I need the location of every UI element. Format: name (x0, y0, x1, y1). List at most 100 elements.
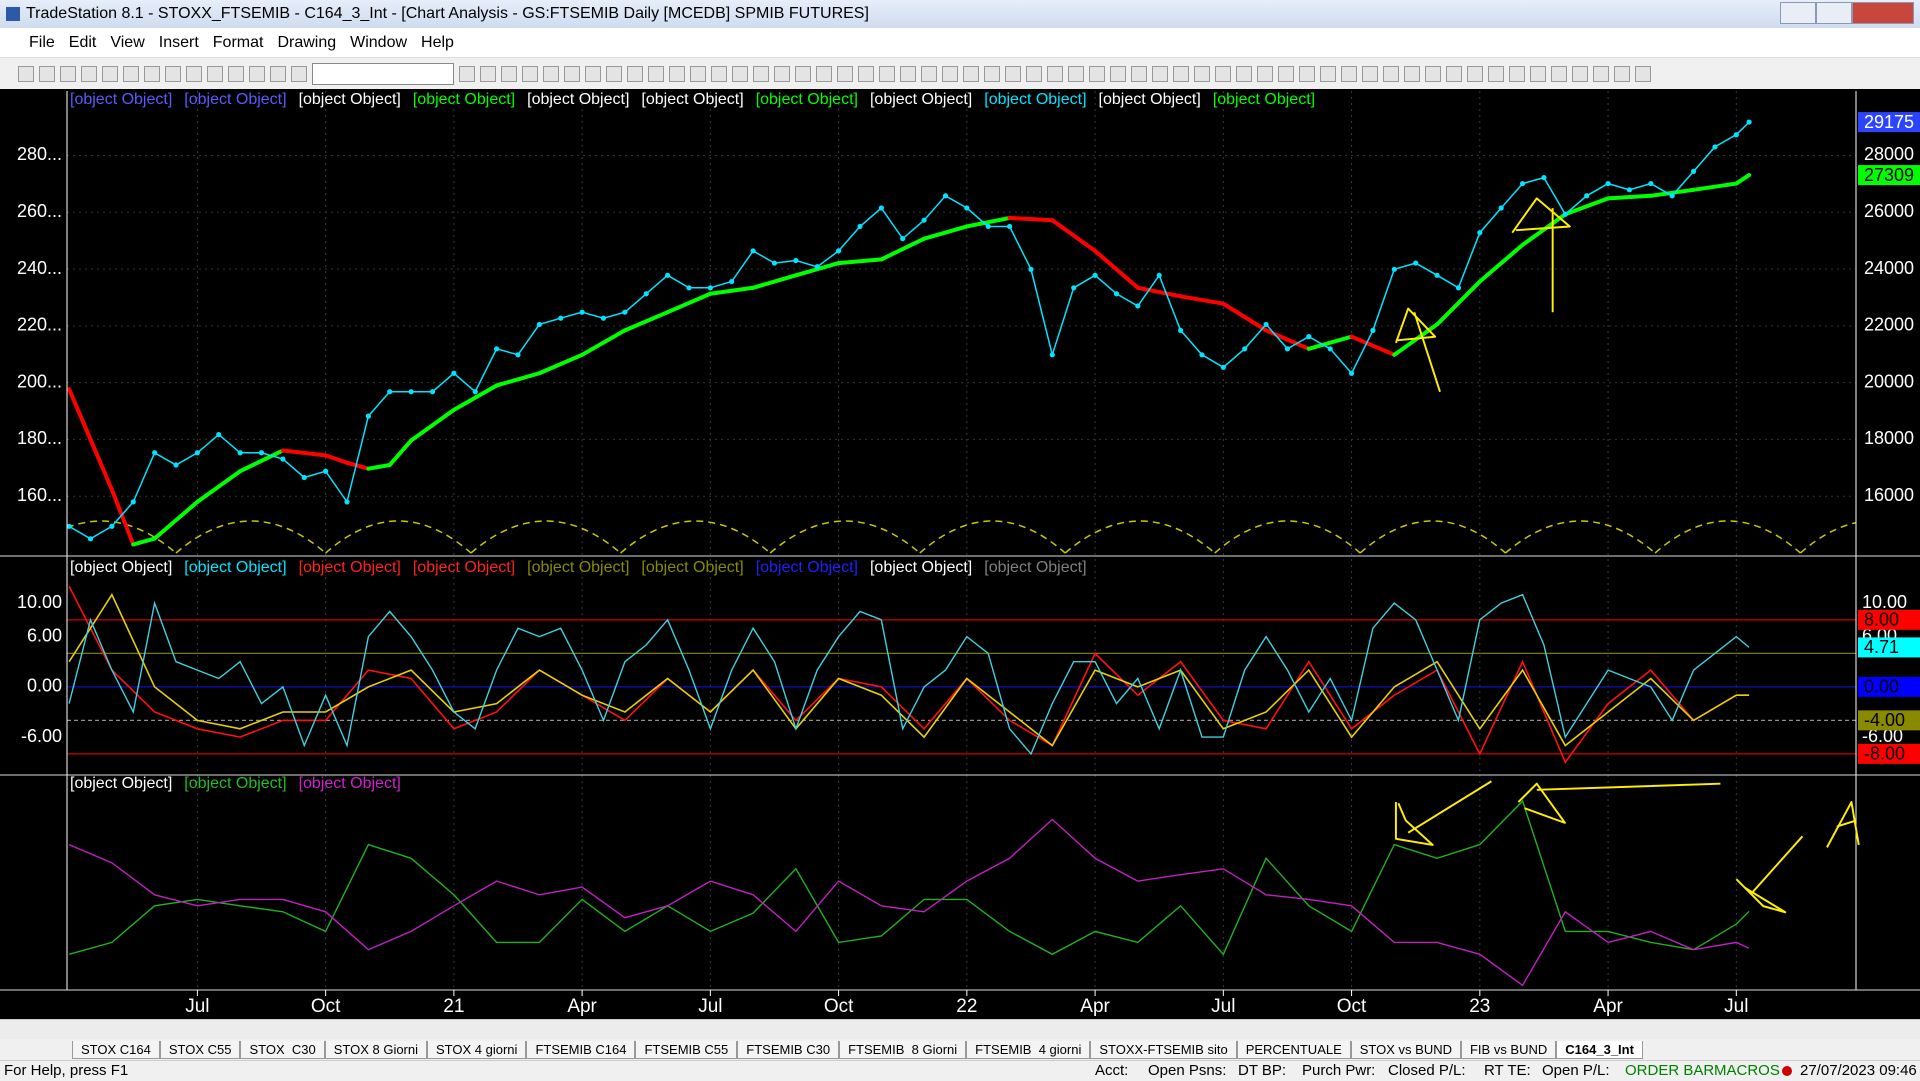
menu-item[interactable]: Format (212, 34, 264, 51)
workspace-tab[interactable]: FIB vs BUND (1460, 1041, 1557, 1059)
menu-item[interactable]: View (110, 34, 145, 51)
toolbar-button[interactable] (1593, 65, 1609, 82)
toolbar-button[interactable] (1047, 65, 1063, 82)
toolbar-button[interactable] (564, 65, 580, 82)
toolbar-button[interactable] (1005, 65, 1021, 82)
workspace-tab[interactable]: C164_3_Int (1556, 1041, 1643, 1059)
toolbar-button[interactable] (249, 65, 265, 82)
workspace-tab[interactable]: STOX C30 (240, 1041, 325, 1059)
price-point (707, 285, 713, 291)
toolbar-button[interactable] (1257, 65, 1273, 82)
toolbar-button[interactable] (627, 65, 643, 82)
toolbar-button[interactable] (1341, 65, 1357, 82)
toolbar-button[interactable] (1194, 65, 1210, 82)
toolbar-button[interactable] (669, 65, 685, 82)
toolbar-button[interactable] (648, 65, 664, 82)
toolbar-button[interactable] (1215, 65, 1231, 82)
toolbar-button[interactable] (942, 65, 958, 82)
workspace-tab[interactable]: STOXX-FTSEMIB sito (1090, 1041, 1237, 1059)
toolbar-button[interactable] (690, 65, 706, 82)
toolbar-button[interactable] (291, 65, 307, 82)
toolbar-button[interactable] (480, 65, 496, 82)
toolbar-button[interactable] (984, 65, 1000, 82)
toolbar-button[interactable] (1131, 65, 1147, 82)
toolbar-button[interactable] (963, 65, 979, 82)
toolbar-button[interactable] (60, 65, 76, 82)
toolbar-button[interactable] (501, 65, 517, 82)
toolbar-button[interactable] (1320, 65, 1336, 82)
horizontal-scrollbar[interactable] (0, 1019, 1920, 1039)
toolbar-button[interactable] (186, 65, 202, 82)
toolbar-button[interactable] (585, 65, 601, 82)
close-button[interactable] (1852, 2, 1914, 24)
toolbar-button[interactable] (1299, 65, 1315, 82)
toolbar-button[interactable] (1404, 65, 1420, 82)
symbol-combo[interactable] (312, 62, 454, 85)
workspace-tab[interactable]: FTSEMIB C55 (635, 1041, 738, 1059)
toolbar-button[interactable] (858, 65, 874, 82)
toolbar-button[interactable] (1110, 65, 1126, 82)
toolbar-button[interactable] (900, 65, 916, 82)
minimize-button[interactable] (1780, 2, 1816, 24)
toolbar-button[interactable] (1530, 65, 1546, 82)
toolbar-button[interactable] (165, 65, 181, 82)
toolbar-button[interactable] (39, 65, 55, 82)
toolbar-button[interactable] (270, 65, 286, 82)
menu-item[interactable]: Drawing (277, 34, 337, 51)
maximize-button[interactable] (1816, 2, 1852, 24)
toolbar-button[interactable] (1068, 65, 1084, 82)
toolbar-button[interactable] (1173, 65, 1189, 82)
toolbar-button[interactable] (879, 65, 895, 82)
toolbar-button[interactable] (1026, 65, 1042, 82)
toolbar-button[interactable] (1488, 65, 1504, 82)
workspace-tab[interactable]: FTSEMIB 4 giorni (966, 1041, 1091, 1059)
toolbar-button[interactable] (18, 65, 34, 82)
menu-item[interactable]: Help (421, 34, 454, 51)
toolbar-button[interactable] (1467, 65, 1483, 82)
toolbar-button[interactable] (522, 65, 538, 82)
toolbar-button[interactable] (207, 65, 223, 82)
toolbar-button[interactable] (837, 65, 853, 82)
toolbar-button[interactable] (1089, 65, 1105, 82)
menu-item[interactable]: File (29, 34, 55, 51)
toolbar-button[interactable] (1383, 65, 1399, 82)
workspace-tab[interactable]: STOX 8 Giorni (324, 1041, 428, 1059)
menu-item[interactable]: Insert (158, 34, 199, 51)
toolbar-button[interactable] (753, 65, 769, 82)
toolbar-button[interactable] (228, 65, 244, 82)
toolbar-button[interactable] (1278, 65, 1294, 82)
toolbar-button[interactable] (816, 65, 832, 82)
workspace-tab[interactable]: STOX C164 (72, 1041, 160, 1059)
workspace-tab[interactable]: FTSEMIB C30 (737, 1041, 840, 1059)
toolbar-button[interactable] (1614, 65, 1630, 82)
toolbar-button[interactable] (1236, 65, 1252, 82)
toolbar-button[interactable] (606, 65, 622, 82)
toolbar-button[interactable] (1446, 65, 1462, 82)
toolbar-button[interactable] (795, 65, 811, 82)
toolbar-button[interactable] (1152, 65, 1168, 82)
toolbar-button[interactable] (1572, 65, 1588, 82)
workspace-tab[interactable]: FTSEMIB 8 Giorni (839, 1041, 967, 1059)
toolbar-button[interactable] (1551, 65, 1567, 82)
workspace-tab[interactable]: STOX 4 giorni (427, 1041, 527, 1059)
toolbar-button[interactable] (102, 65, 118, 82)
toolbar-button[interactable] (732, 65, 748, 82)
workspace-tab[interactable]: FTSEMIB C164 (526, 1041, 636, 1059)
toolbar-button[interactable] (81, 65, 97, 82)
toolbar-button[interactable] (1362, 65, 1378, 82)
menu-item[interactable]: Window (350, 34, 408, 51)
toolbar-button[interactable] (543, 65, 559, 82)
workspace-tab[interactable]: STOX vs BUND (1350, 1041, 1461, 1059)
toolbar-button[interactable] (1425, 65, 1441, 82)
toolbar-button[interactable] (1509, 65, 1525, 82)
toolbar-button[interactable] (123, 65, 139, 82)
toolbar-button[interactable] (921, 65, 937, 82)
toolbar-button[interactable] (1635, 65, 1651, 82)
workspace-tab[interactable]: STOX C55 (159, 1041, 241, 1059)
menu-item[interactable]: Edit (68, 34, 97, 51)
toolbar-button[interactable] (774, 65, 790, 82)
workspace-tab[interactable]: PERCENTUALE (1236, 1041, 1351, 1059)
toolbar-button[interactable] (144, 65, 160, 82)
toolbar-button[interactable] (711, 65, 727, 82)
toolbar-button[interactable] (459, 65, 475, 82)
